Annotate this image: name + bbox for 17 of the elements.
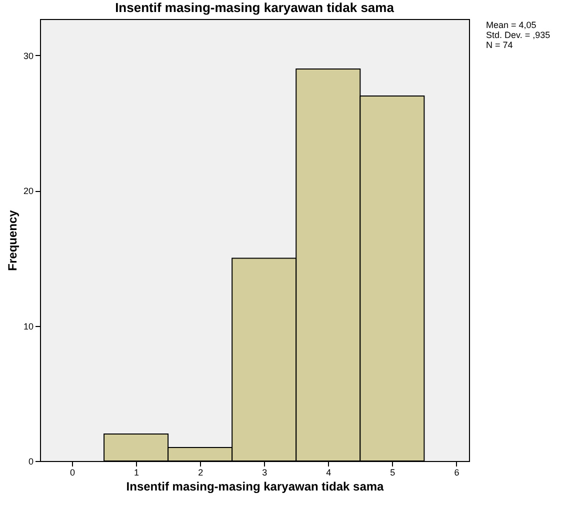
y-tick-label: 10 [23, 321, 34, 332]
y-tick-label: 30 [23, 50, 34, 61]
text: N = 74 [486, 40, 514, 50]
x-tick-label: 6 [454, 468, 460, 478]
text: Std. Dev. = ,935 [486, 30, 550, 40]
y-tick-label: 20 [23, 186, 34, 196]
text: Mean = 4,05 [486, 20, 538, 30]
x-tick-label: 0 [70, 468, 76, 478]
y-tick-label: 0 [28, 456, 34, 466]
chart-title: Insentif masing-masing karyawan tidak sama [115, 0, 395, 15]
x-tick-label: 3 [262, 468, 268, 478]
x-tick-label: 4 [326, 468, 332, 478]
x-axis-title: Insentif masing-masing karyawan tidak sama [126, 480, 384, 494]
x-tick-label: 5 [390, 468, 396, 478]
x-tick-label: 2 [198, 468, 204, 478]
y-axis-title: Frequency [5, 210, 20, 271]
x-tick-label: 1 [134, 468, 140, 478]
